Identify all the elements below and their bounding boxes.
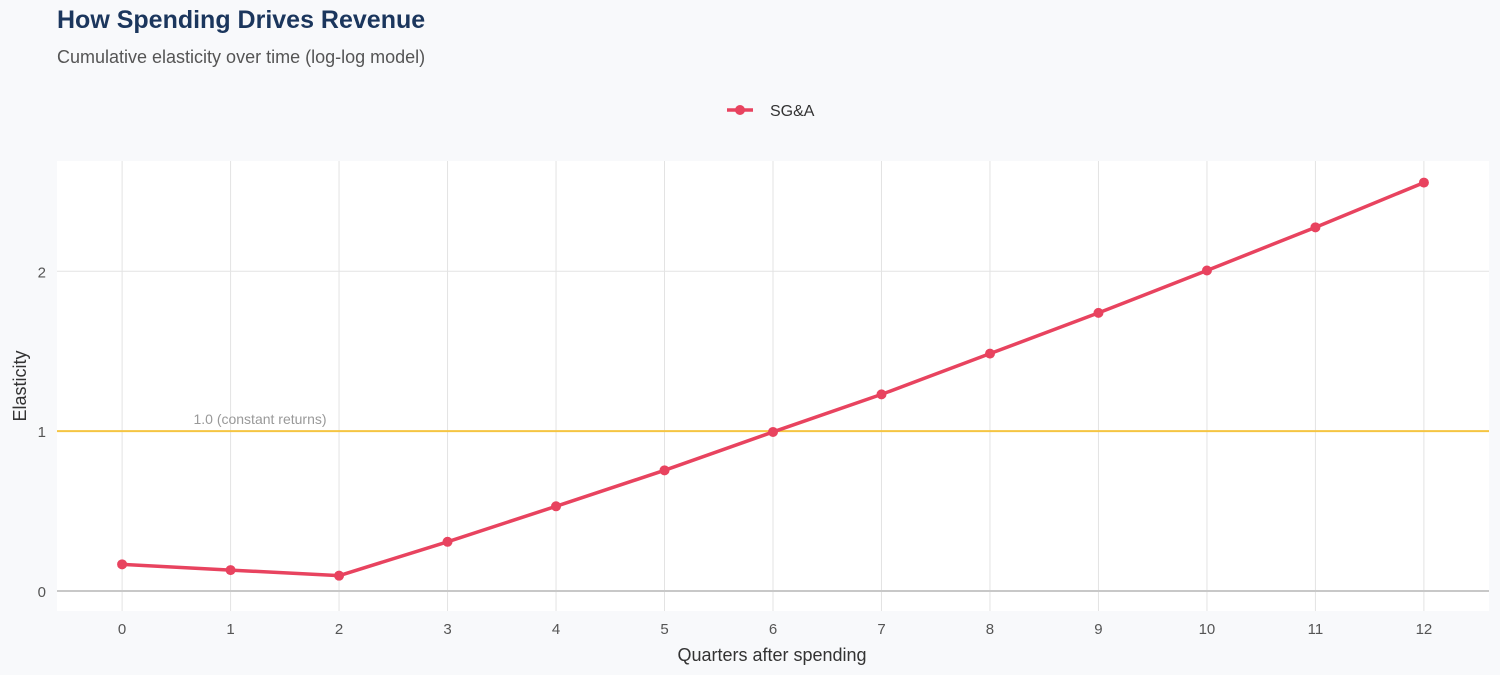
x-tick-label: 10 [1199, 621, 1216, 638]
data-point [984, 348, 995, 359]
data-point [551, 501, 562, 512]
x-tick-label: 4 [552, 621, 560, 638]
y-axis-label: Elasticity [10, 350, 30, 421]
data-point [334, 570, 345, 581]
data-point [1310, 222, 1321, 233]
data-point [1201, 265, 1212, 276]
x-tick-label: 9 [1094, 621, 1102, 638]
x-tick-label: 1 [226, 621, 234, 638]
x-tick-label: 8 [986, 621, 994, 638]
y-tick-label: 2 [38, 264, 46, 281]
x-axis-label: Quarters after spending [677, 645, 866, 665]
x-tick-label: 2 [335, 621, 343, 638]
data-point [1093, 307, 1104, 318]
data-point [876, 389, 887, 400]
x-tick-label: 6 [769, 621, 777, 638]
data-point [225, 565, 236, 576]
x-tick-label: 11 [1308, 621, 1324, 638]
data-point [768, 426, 778, 437]
x-tick-label: 12 [1416, 621, 1433, 638]
data-point [659, 465, 670, 476]
x-tick-label: 3 [443, 621, 451, 638]
legend-label: SG&A [770, 103, 815, 120]
data-point [1418, 177, 1429, 188]
reference-line-label: 1.0 (constant returns) [193, 411, 326, 427]
legend: SG&A [727, 103, 815, 120]
x-tick-label: 5 [660, 621, 668, 638]
x-tick-label: 7 [877, 621, 885, 638]
chart-title: How Spending Drives Revenue [57, 6, 426, 34]
data-point [442, 536, 453, 547]
data-point [117, 559, 128, 570]
legend-marker [735, 105, 745, 115]
y-tick-label: 0 [38, 584, 46, 601]
y-tick-label: 1 [38, 424, 46, 441]
chart-subtitle: Cumulative elasticity over time (log-log… [57, 47, 426, 67]
x-tick-label: 0 [118, 621, 126, 638]
